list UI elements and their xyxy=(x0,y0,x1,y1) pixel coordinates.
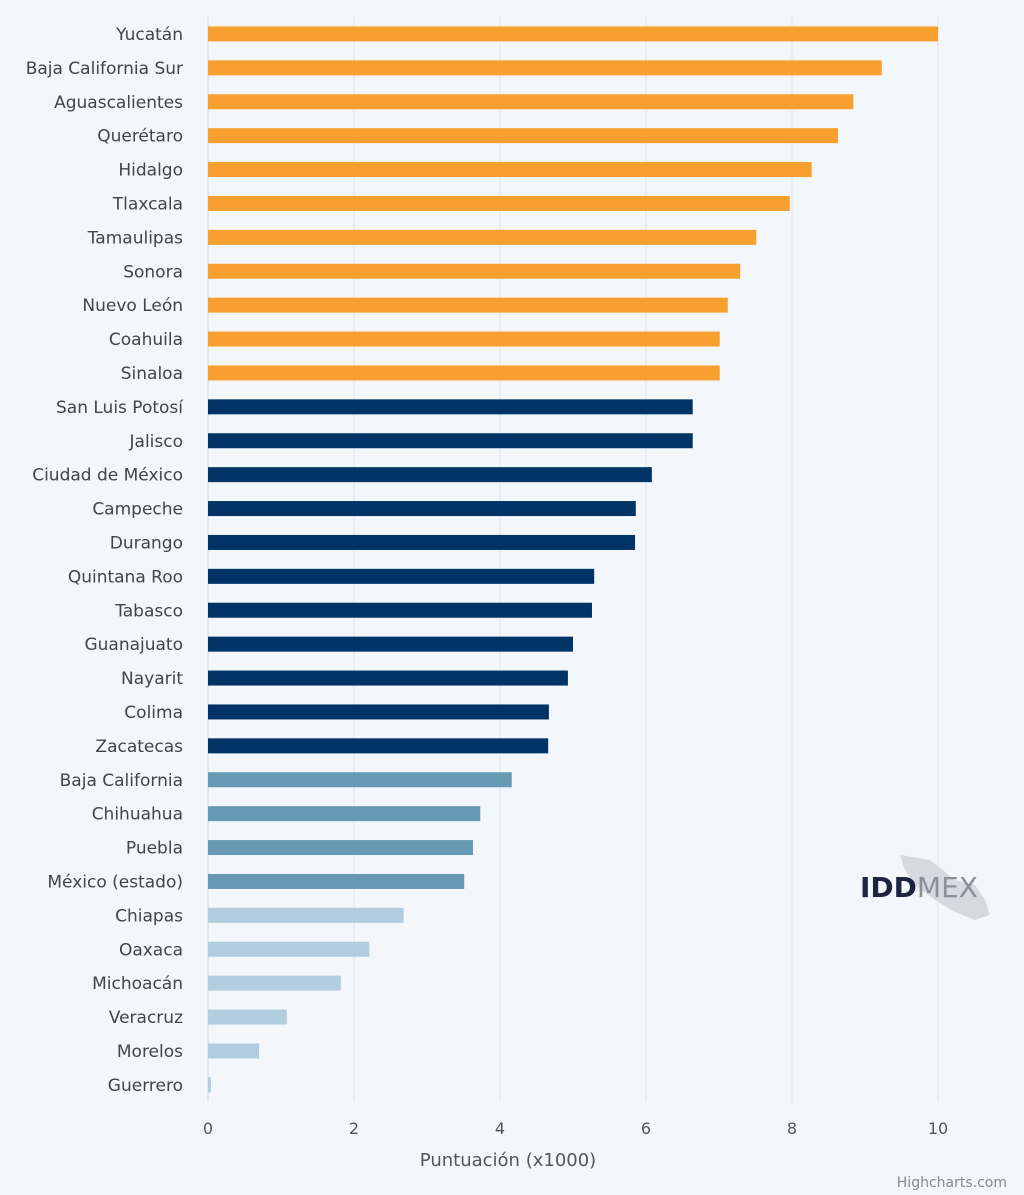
bar xyxy=(208,433,693,449)
bar xyxy=(208,568,595,584)
bar xyxy=(208,94,854,110)
mexico-map-icon xyxy=(900,855,990,920)
bar xyxy=(208,738,549,754)
category-label: Chihuahua xyxy=(92,805,183,825)
category-label: Colima xyxy=(124,703,183,723)
bar xyxy=(208,602,592,618)
bar xyxy=(208,772,512,788)
category-label: Jalisco xyxy=(129,432,183,452)
category-label: México (estado) xyxy=(47,872,183,892)
category-label: Nuevo León xyxy=(82,296,183,316)
bar xyxy=(208,941,370,957)
bar xyxy=(208,1077,211,1093)
category-label: Aguascalientes xyxy=(54,93,183,113)
category-label: Quintana Roo xyxy=(68,567,183,587)
bar xyxy=(208,331,720,347)
bar xyxy=(208,26,938,42)
bar xyxy=(208,128,838,144)
bar xyxy=(208,806,481,822)
x-axis-title: Puntuación (x1000) xyxy=(420,1150,596,1171)
category-label: Coahuila xyxy=(109,330,183,350)
x-tick-label: 4 xyxy=(495,1119,505,1138)
bar xyxy=(208,501,636,517)
bar xyxy=(208,297,728,313)
bar xyxy=(208,399,693,415)
category-label: Chiapas xyxy=(115,906,183,926)
bar xyxy=(208,873,465,889)
bar xyxy=(208,907,404,923)
x-tick-label: 2 xyxy=(349,1119,359,1138)
x-tick-label: 10 xyxy=(928,1119,948,1138)
category-label: Ciudad de México xyxy=(32,466,183,486)
category-label: Guanajuato xyxy=(84,635,183,655)
logo-text: IDDMEX xyxy=(860,871,978,904)
bar xyxy=(208,195,790,211)
category-label: Nayarit xyxy=(121,669,183,689)
bar xyxy=(208,636,573,652)
x-tick-label: 6 xyxy=(641,1119,651,1138)
category-label: Tabasco xyxy=(114,601,183,621)
bar xyxy=(208,975,341,991)
category-label: Yucatán xyxy=(115,25,183,45)
category-label: Hidalgo xyxy=(118,161,183,181)
category-label: Guerrero xyxy=(108,1076,183,1096)
x-tick-label: 0 xyxy=(203,1119,213,1138)
category-label: Michoacán xyxy=(92,974,183,994)
bar xyxy=(208,1043,260,1059)
category-label: Baja California xyxy=(60,771,183,791)
bar xyxy=(208,229,757,245)
category-label: Sonora xyxy=(123,262,183,282)
bar xyxy=(208,840,473,856)
category-label: Baja California Sur xyxy=(26,59,183,79)
category-label: San Luis Potosí xyxy=(56,398,184,418)
category-label: Tamaulipas xyxy=(87,228,183,248)
bar xyxy=(208,60,882,76)
bar xyxy=(208,704,549,720)
category-label: Querétaro xyxy=(97,127,183,147)
credits-link[interactable]: Highcharts.com xyxy=(897,1175,1007,1191)
category-label: Campeche xyxy=(92,500,183,520)
category-label: Puebla xyxy=(126,839,183,859)
bar xyxy=(208,534,636,550)
bar xyxy=(208,365,720,381)
bar xyxy=(208,467,652,483)
category-label: Durango xyxy=(110,533,183,553)
bar xyxy=(208,263,741,279)
bar xyxy=(208,1009,287,1025)
category-label: Sinaloa xyxy=(121,364,183,384)
bar xyxy=(208,162,812,178)
bar xyxy=(208,670,568,686)
iddmex-logo: IDDMEX xyxy=(860,855,990,920)
category-label: Oaxaca xyxy=(119,940,183,960)
category-label: Tlaxcala xyxy=(112,194,183,214)
category-label: Zacatecas xyxy=(95,737,183,757)
category-label: Morelos xyxy=(117,1042,183,1062)
x-tick-label: 8 xyxy=(787,1119,797,1138)
category-label: Veracruz xyxy=(109,1008,183,1028)
